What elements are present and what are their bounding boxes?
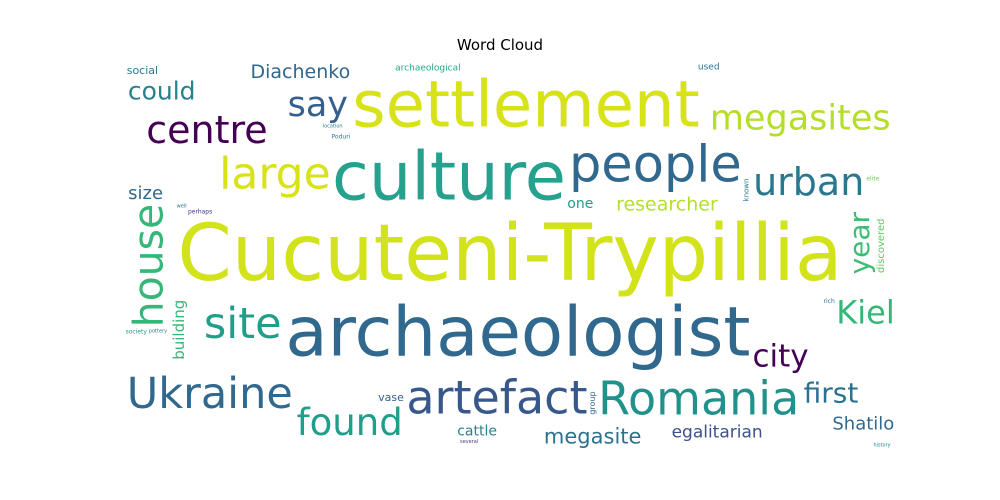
cloud-word: discovered (876, 219, 887, 273)
cloud-background (125, 62, 895, 448)
cloud-word: urban (753, 160, 864, 204)
cloud-word: megasite (544, 425, 642, 449)
cloud-word: well (177, 203, 187, 209)
cloud-word: archaeological (395, 63, 460, 73)
cloud-word: say (288, 85, 348, 125)
cloud-word: building (170, 300, 188, 360)
cloud-word: house (125, 204, 173, 328)
cloud-word: researcher (616, 194, 718, 216)
cloud-word: first (804, 376, 859, 409)
cloud-word: culture (332, 137, 566, 215)
cloud-word: vase (378, 391, 404, 404)
cloud-word: Poduri (332, 133, 351, 140)
cloud-word: pottery (149, 329, 167, 335)
cloud-word: Romania (598, 371, 799, 425)
cloud-word: size (128, 183, 163, 204)
cloud-word: society (126, 329, 148, 336)
cloud-word: several (460, 439, 478, 445)
cloud-word: known (743, 179, 751, 202)
cloud-word: artefact (406, 371, 587, 425)
cloud-word: used (698, 63, 720, 73)
cloud-word: cattle (457, 423, 497, 439)
cloud-word: large (219, 149, 331, 200)
cloud-word: Ukraine (127, 369, 293, 419)
cloud-word: Shatilo (832, 413, 894, 434)
cloud-word: Cucuteni-Trypillia (177, 209, 842, 299)
cloud-word: rich (824, 298, 835, 305)
cloud-word: site (204, 299, 282, 349)
cloud-word: year (843, 211, 876, 274)
chart-title: Word Cloud (456, 36, 544, 54)
cloud-word: location (323, 124, 343, 130)
cloud-word: settlement (352, 68, 699, 142)
cloud-word: city (752, 338, 808, 374)
cloud-word: elite (866, 176, 879, 183)
cloud-word: archaeologist (285, 293, 750, 373)
cloud-word: perhaps (188, 208, 212, 215)
cloud-word: Kiel (836, 294, 894, 332)
cloud-word: found (297, 401, 403, 444)
cloud-word: egalitarian (672, 423, 763, 443)
cloud-word: social (127, 64, 158, 77)
cloud-word: centre (146, 108, 267, 152)
cloud-word: group (588, 391, 597, 414)
cloud-word: history (873, 443, 890, 449)
cloud-word: people (569, 136, 742, 195)
cloud-word: Diachenko (250, 61, 350, 83)
cloud-word: one (567, 196, 593, 212)
cloud-word: could (128, 77, 196, 106)
cloud-word: megasites (710, 98, 891, 138)
